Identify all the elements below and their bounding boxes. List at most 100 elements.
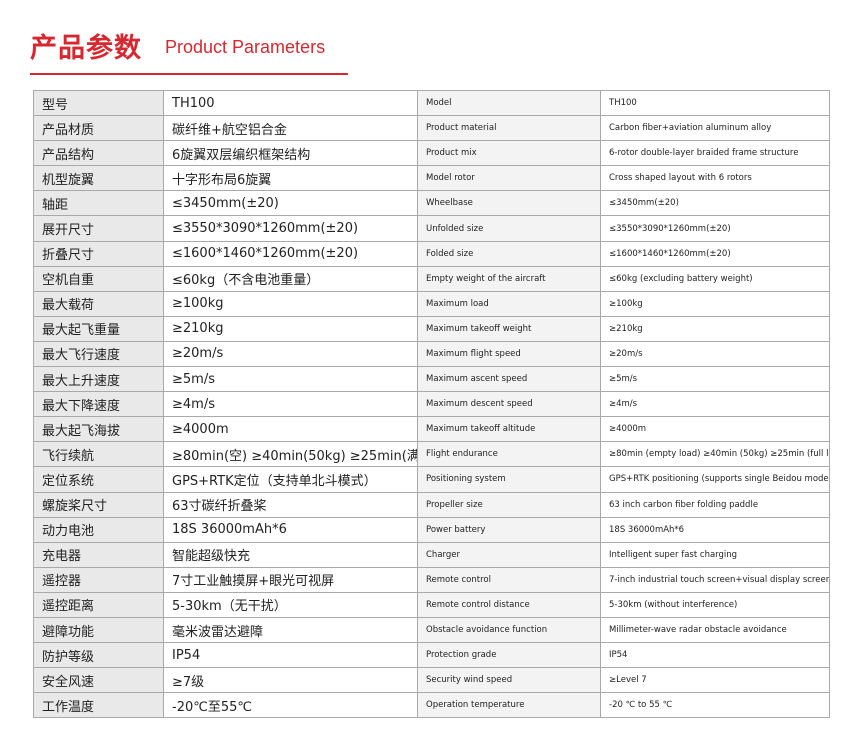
param-table: 型号 TH100 Model TH100 产品材质 碳纤维+航空铝合金 Product ma… [33,89,830,719]
table-cell: ≤60kg（不含电池重量） [163,265,418,292]
table-cell: 螺旋桨尺寸 [33,491,164,518]
table-cell: 动力电池 [33,516,164,543]
table-row: 螺旋桨尺寸 63寸碳纤折叠桨 Propeller size 63 inch carbo… [33,491,830,518]
table-row: 最大载荷 ≥100kg Maximum load ≥100kg [33,290,830,317]
table-cell: ≥4m/s [163,391,418,418]
table-row: 展开尺寸 ≤3550*3090*1260mm(±20) Unfolded size ≤… [33,215,830,242]
table-cell: Maximum takeoff altitude [417,416,601,443]
table-row: 最大飞行速度 ≥20m/s Maximum flight speed ≥20m/s [33,340,830,368]
table-cell: Unfolded size [417,215,601,242]
table-cell: ≥4000m [163,416,418,443]
table-cell: ≥80min (empty load) ≥40min (50kg) ≥25min… [600,441,830,468]
table-cell: 十字形布局6旋翼 [163,165,418,192]
table-cell: 型号 [33,89,164,117]
table-cell: ≤3550*3090*1260mm(±20) [600,215,830,242]
table-cell: 最大飞行速度 [33,340,164,368]
table-cell: 最大载荷 [33,290,164,317]
table-cell: Model rotor [417,165,601,192]
table-cell: 毫米波雷达避障 [163,616,418,644]
table-row: 避障功能 毫米波雷达避障 Obstacle avoidance function Mi… [33,616,830,644]
table-cell: Maximum flight speed [417,340,601,368]
table-cell: IP54 [163,642,418,669]
table-cell: 轴距 [33,190,164,217]
table-cell: ≥20m/s [600,340,830,368]
table-cell: 避障功能 [33,616,164,644]
table-row: 飞行续航 ≥80min(空) ≥40min(50kg) ≥25min(满) Flig… [33,441,830,468]
table-cell: 智能超级快充 [163,541,418,568]
table-cell: Remote control distance [417,591,601,618]
table-row: 遥控距离 5-30km（无干扰） Remote control distance 5-… [33,591,830,618]
table-cell: Flight endurance [417,441,601,468]
table-cell: 6-rotor double-layer braided frame struc… [600,140,830,167]
table-cell: Carbon fiber+aviation aluminum alloy [600,115,830,142]
header: 产品参数 Product Parameters [30,22,348,75]
table-cell: -20℃至55℃ [163,692,418,719]
table-cell: Propeller size [417,491,601,518]
table-cell: Cross shaped layout with 6 rotors [600,165,830,192]
table-cell: ≥7级 [163,667,418,694]
table-cell: Security wind speed [417,667,601,694]
table-cell: ≥5m/s [163,366,418,393]
table-cell: 碳纤维+航空铝合金 [163,115,418,142]
table-row: 产品结构 6旋翼双层编织框架结构 Product mix 6-rotor double… [33,140,830,167]
table-cell: 展开尺寸 [33,215,164,242]
table-cell: ≥Level 7 [600,667,830,694]
table-row: 最大起飞海拔 ≥4000m Maximum takeoff altitude ≥400… [33,416,830,443]
table-cell: Product mix [417,140,601,167]
table-cell: 最大上升速度 [33,366,164,393]
table-row: 工作温度 -20℃至55℃ Operation temperature -20 ℃ t… [33,692,830,719]
table-cell: Positioning system [417,466,601,493]
table-cell: ≤3450mm(±20) [163,190,418,217]
table-cell: ≤3450mm(±20) [600,190,830,217]
table-cell: 遥控器 [33,566,164,593]
table-row: 遥控器 7寸工业触摸屏+眼光可视屏 Remote control 7-inch ind… [33,566,830,593]
table-cell: 工作温度 [33,692,164,719]
title-cn: 产品参数 [30,33,142,64]
table-cell: 充电器 [33,541,164,568]
table-cell: TH100 [163,89,418,117]
table-cell: Charger [417,541,601,568]
table-cell: Millimeter-wave radar obstacle avoidance [600,616,830,644]
table-row: 最大上升速度 ≥5m/s Maximum ascent speed ≥5m/s [33,366,830,393]
table-row: 折叠尺寸 ≤1600*1460*1260mm(±20) Folded size ≤16… [33,240,830,267]
table-cell: ≥20m/s [163,340,418,368]
table-cell: 6旋翼双层编织框架结构 [163,140,418,167]
table-cell: 7寸工业触摸屏+眼光可视屏 [163,566,418,593]
table-cell: 63寸碳纤折叠桨 [163,491,418,518]
table-cell: Maximum descent speed [417,391,601,418]
table-cell: Maximum ascent speed [417,366,601,393]
table-cell: Wheelbase [417,190,601,217]
table-cell: 空机自重 [33,265,164,292]
table-cell: ≥210kg [163,315,418,342]
table-cell: -20 ℃ to 55 ℃ [600,692,830,719]
table-cell: 安全风速 [33,667,164,694]
table-cell: Protection grade [417,642,601,669]
table-cell: 防护等级 [33,642,164,669]
table-row: 防护等级 IP54 Protection grade IP54 [33,642,830,669]
table-row: 安全风速 ≥7级 Security wind speed ≥Level 7 [33,667,830,694]
table-cell: 机型旋翼 [33,165,164,192]
table-cell: ≤3550*3090*1260mm(±20) [163,215,418,242]
table-row: 轴距 ≤3450mm(±20) Wheelbase ≤3450mm(±20) [33,190,830,217]
table-cell: GPS+RTK positioning (supports single Bei… [600,466,830,493]
table-cell: Maximum takeoff weight [417,315,601,342]
table-cell: 63 inch carbon fiber folding paddle [600,491,830,518]
table-cell: TH100 [600,89,830,117]
table-cell: ≤1600*1460*1260mm(±20) [600,240,830,267]
table-cell: 最大起飞海拔 [33,416,164,443]
table-cell: ≥4000m [600,416,830,443]
table-cell: Operation temperature [417,692,601,719]
table-cell: 产品材质 [33,115,164,142]
table-row: 动力电池 18S 36000mAh*6 Power battery 18S 36000… [33,516,830,543]
table-cell: 5-30km (without interference) [600,591,830,618]
table-cell: Power battery [417,516,601,543]
table-cell: 7-inch industrial touch screen+visual di… [600,566,830,593]
table-cell: 定位系统 [33,466,164,493]
table-cell: Maximum load [417,290,601,317]
table-cell: IP54 [600,642,830,669]
table-row: 产品材质 碳纤维+航空铝合金 Product material Carbon fibe… [33,115,830,142]
table-cell: Product material [417,115,601,142]
table-cell: Obstacle avoidance function [417,616,601,644]
table-cell: ≥80min(空) ≥40min(50kg) ≥25min(满) [163,441,418,468]
